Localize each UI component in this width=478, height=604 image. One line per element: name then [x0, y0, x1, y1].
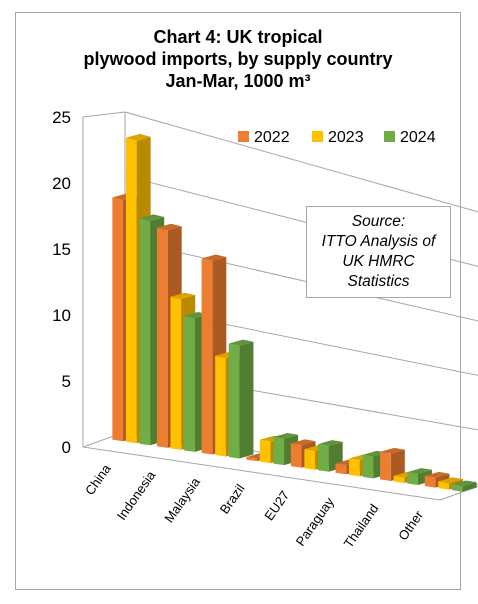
bar-front	[362, 454, 374, 479]
bar-side	[390, 449, 405, 482]
bar-front	[215, 355, 226, 457]
bar-front	[317, 444, 329, 472]
y-tick-label: 5	[62, 372, 71, 391]
x-tick-label: Paraguay	[293, 494, 337, 549]
gridline-15	[124, 239, 478, 322]
bar-top	[424, 471, 450, 478]
bar-front	[112, 197, 124, 442]
bar-front	[380, 451, 391, 482]
x-axis-line	[82, 446, 441, 501]
bar-front	[259, 439, 271, 464]
bar-front	[125, 137, 137, 444]
chart-title: Chart 4: UK tropical plywood imports, by…	[15, 26, 461, 92]
bar-front	[304, 449, 316, 470]
bar-side	[239, 341, 254, 459]
bar-top	[125, 133, 151, 141]
bar-front	[407, 472, 418, 486]
x-tick-label: China	[82, 461, 114, 498]
y-tick-label: 20	[52, 174, 71, 193]
y-tick-label: 25	[52, 108, 71, 127]
bar-top	[228, 339, 254, 346]
legend-swatch	[312, 131, 323, 142]
x-tick-label: Malaysia	[161, 474, 203, 525]
bar-top	[156, 223, 182, 231]
legend: 2022 2023 2024	[238, 129, 436, 146]
legend-item-2022: 2022	[238, 129, 290, 146]
bar-front	[393, 475, 405, 484]
bar-front	[451, 484, 463, 492]
bar-top	[139, 214, 165, 222]
x-tick-label: Brazil	[217, 481, 248, 516]
bar-front	[335, 463, 347, 475]
bar-top	[380, 447, 405, 454]
bar-front	[438, 481, 449, 490]
bar-top	[438, 477, 463, 483]
bar-top	[201, 254, 227, 262]
legend-item-2024: 2024	[384, 129, 436, 146]
legend-swatch	[384, 131, 395, 142]
bar-side	[462, 482, 477, 492]
bar-top	[407, 468, 432, 474]
source-line-1: Source:	[351, 213, 406, 230]
bar-front	[273, 437, 285, 466]
bar-top	[290, 439, 316, 446]
legend-item-2023: 2023	[312, 129, 364, 146]
y-tick-label: 15	[52, 240, 71, 259]
bars	[112, 133, 477, 492]
bar-front	[290, 443, 302, 468]
x-tick-label: Thailand	[341, 501, 382, 550]
bar-top	[170, 292, 196, 300]
legend-label: 2022	[254, 129, 290, 146]
chart-title-line-1: Chart 4: UK tropical	[153, 27, 323, 47]
source-line-2: ITTO Analysis of	[321, 233, 436, 250]
chart-title-line-3: Jan-Mar, 1000 m³	[165, 71, 311, 91]
bar-malaysia-2024	[228, 339, 254, 459]
chart-frame	[15, 12, 461, 590]
bar-front	[424, 475, 436, 488]
wall-top-edge	[82, 111, 126, 118]
source-annotation: Source: ITTO Analysis of UK HMRC Statist…	[306, 206, 451, 298]
bar-front	[246, 457, 257, 462]
bar-front	[170, 296, 182, 450]
legend-swatch	[238, 131, 249, 142]
bar-top	[273, 433, 299, 439]
bar-front	[349, 458, 360, 477]
bar-front	[228, 343, 240, 459]
bar-front	[184, 315, 195, 452]
bar-top	[451, 480, 477, 487]
y-tick-label: 0	[62, 438, 71, 457]
bar-top	[317, 440, 343, 446]
bar-other-2024	[451, 480, 477, 492]
bar-front	[201, 258, 213, 455]
y-tick-label: 10	[52, 306, 71, 325]
x-tick-label: EU27	[261, 488, 292, 523]
gridline-25	[124, 111, 478, 213]
legend-label: 2023	[328, 129, 364, 146]
bar-front	[139, 218, 151, 446]
bar-front	[156, 227, 168, 448]
source-line-3: UK HMRC	[342, 253, 415, 270]
chart-title-line-2: plywood imports, by supply country	[83, 49, 393, 69]
bar-thailand-2022	[380, 447, 405, 482]
legend-label: 2024	[400, 129, 436, 146]
x-tick-label: Indonesia	[114, 467, 159, 522]
y-axis-ticks: 0 5 10 15 20 25	[52, 108, 71, 457]
x-tick-label: Other	[395, 507, 426, 543]
source-line-4: Statistics	[347, 273, 410, 290]
